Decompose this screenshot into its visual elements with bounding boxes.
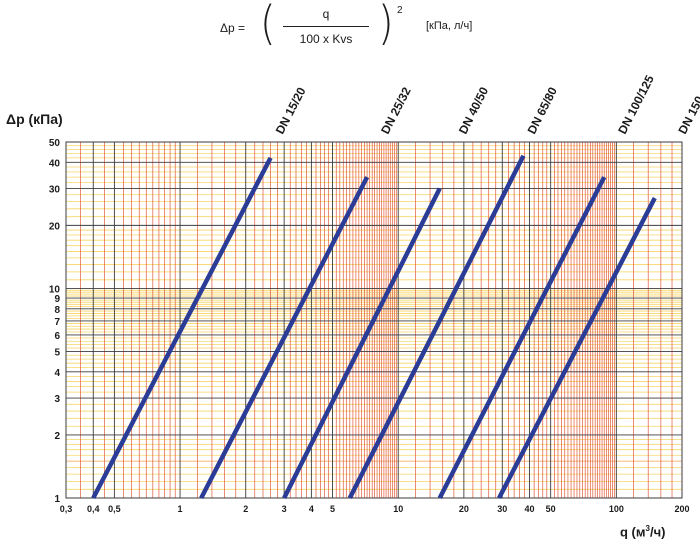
- y-tick-label: 5: [54, 348, 60, 359]
- plot-frame: [65, 141, 683, 499]
- x-tick-label: 50: [546, 504, 556, 514]
- x-tick-label: 30: [497, 504, 507, 514]
- series-line: [437, 176, 607, 500]
- formula-lhs: Δp =: [220, 21, 246, 35]
- x-tick-label: 2: [243, 504, 248, 514]
- y-tick-label: 30: [49, 184, 61, 195]
- x-tick-label: 4: [309, 504, 314, 514]
- y-tick-label: 8: [54, 305, 60, 316]
- x-tick-label: 0,3: [60, 504, 73, 514]
- y-tick-label: 1: [54, 494, 60, 505]
- y-tick-label: 2: [54, 431, 60, 442]
- series-label: DN 40/50: [456, 84, 491, 136]
- x-tick-label: 0,5: [108, 504, 121, 514]
- y-tick-label: 4: [54, 368, 60, 379]
- series-line: [199, 176, 370, 500]
- x-tick-label: 0,4: [87, 504, 100, 514]
- series-line: [497, 197, 657, 500]
- formula-numerator: q: [322, 7, 330, 21]
- series-labels: DN 15/20 DN 25/32 DN 40/50 DN 65/80 DN 100/1…: [273, 73, 700, 137]
- y-tick-label: 40: [49, 158, 61, 169]
- y-axis-label: Δp (кПа): [6, 111, 63, 127]
- x-tick-label: 5: [330, 504, 335, 514]
- x-tick-label: 1: [178, 504, 183, 514]
- formula-fraction-bar: [283, 26, 369, 27]
- y-tick-label: 9: [54, 294, 60, 305]
- y-tick-label: 6: [54, 331, 60, 342]
- x-tick-label: 200: [674, 504, 689, 514]
- x-axis-label: q (м3/ч): [620, 524, 666, 540]
- series-label: DN 100/125: [615, 73, 657, 137]
- formula-right-paren: ): [378, 0, 394, 51]
- series-line: [282, 187, 442, 500]
- formula-left-paren: (: [260, 0, 276, 51]
- x-tick-label: 3: [282, 504, 287, 514]
- series-label: DN 65/80: [525, 85, 561, 137]
- y-tick-label: 20: [49, 221, 61, 232]
- y-tick-label: 3: [54, 394, 60, 405]
- x-tick-label: 20: [459, 504, 469, 514]
- y-tick-label: 7: [54, 317, 60, 328]
- series-label: DN 15/20: [273, 85, 309, 137]
- x-tick-label: 100: [609, 504, 624, 514]
- y-tick-label: 10: [49, 284, 61, 295]
- x-tick-label: 40: [525, 504, 535, 514]
- series-label: DN 150: [675, 94, 700, 137]
- series-line: [91, 156, 273, 500]
- series-label: DN 25/32: [378, 85, 414, 137]
- x-tick-label: 10: [393, 504, 403, 514]
- formula-denominator: 100 x Kvs: [299, 32, 353, 46]
- formula-units: [кПа, л/ч]: [426, 20, 473, 32]
- formula: Δp = ( q 100 x Kvs ) 2: [220, 1, 520, 54]
- series-line: [347, 154, 526, 500]
- series-lines: [91, 154, 657, 500]
- formula-exponent: 2: [397, 5, 403, 16]
- y-tick-label: 50: [49, 138, 61, 149]
